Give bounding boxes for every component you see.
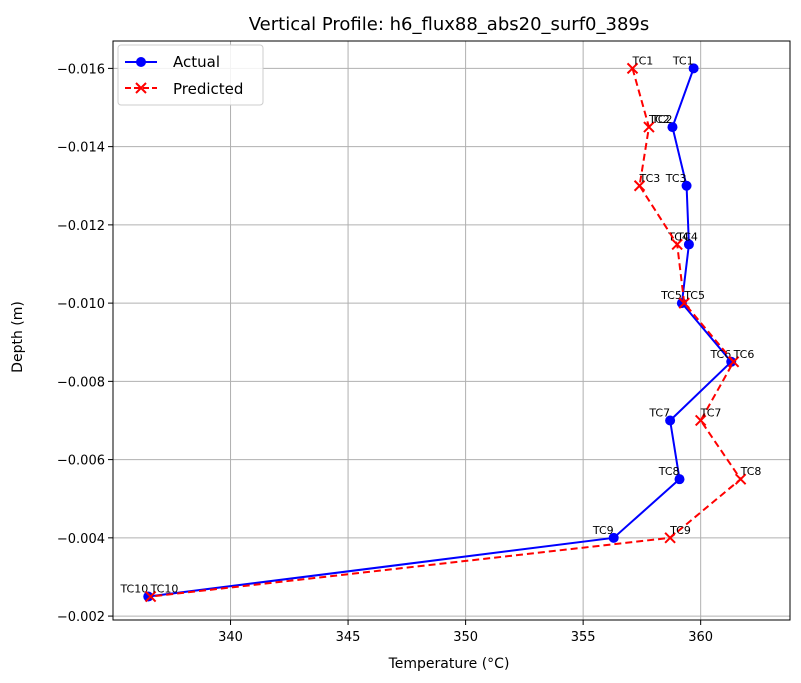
point-label-actual: TC8 [658,465,680,478]
data-point-predicted [694,414,707,427]
legend-actual-label: Actual [173,53,220,71]
legend-predicted-label: Predicted [173,80,243,98]
data-point-predicted [626,62,639,75]
y-tick-label: −0.004 [57,532,105,547]
point-label-actual: TC1 [672,54,694,67]
point-label-predicted: TC4 [676,230,698,243]
y-tick-label: −0.016 [57,62,105,77]
point-label-predicted: TC2 [648,113,670,126]
data-point-actual [688,63,699,74]
data-point-actual [683,239,694,250]
data-point-predicted [727,356,740,368]
y-tick-label: −0.002 [57,610,105,625]
y-tick-label: −0.008 [57,375,105,390]
y-tick-label: −0.006 [57,454,105,469]
x-tick-label: 340 [218,630,243,645]
point-label-actual: TC7 [648,406,670,419]
x-tick-label: 355 [571,630,596,645]
point-label-actual: TC2 [651,113,673,126]
y-tick-label: −0.012 [57,219,105,234]
point-label-predicted: TC9 [669,524,691,537]
x-axis-label: Temperature (°C) [388,656,510,672]
point-label-predicted: TC3 [639,172,661,185]
y-axis-label: Depth (m) [10,301,26,373]
legend: Actual Predicted [117,44,264,106]
point-label-predicted: TC8 [740,465,762,478]
legend-predicted-marker [135,82,147,94]
data-point-actual [667,122,678,133]
legend-box [117,44,264,106]
series-layer: TC1TC2TC3TC4TC5TC6TC7TC8TC9TC10TC1TC2TC3… [119,54,762,603]
ticks: 340 345 350 355 360 −0.016 −0.014 −0.012 −0.010 −… [57,62,713,645]
point-label-predicted: TC1 [632,54,654,67]
x-tick-label: 360 [688,630,713,645]
data-point-predicted [643,121,655,133]
data-point-actual [608,532,619,543]
point-label-actual: TC10 [119,583,148,596]
point-label-predicted: TC10 [150,583,179,596]
data-point-actual [726,356,737,367]
series-line-predicted [150,68,742,598]
point-label-actual: TC6 [709,348,731,361]
point-label-actual: TC3 [665,172,687,185]
point-label-predicted: TC5 [683,289,705,302]
data-point-predicted [734,473,747,485]
point-label-predicted: TC6 [733,348,755,361]
plot-frame [112,40,791,621]
chart-title: Vertical Profile: h6_flux88_abs20_surf0_… [249,14,649,35]
data-point-actual [143,591,154,602]
data-point-predicted [671,238,683,251]
x-tick-label: 350 [453,630,478,645]
series-line-actual [148,68,733,598]
y-tick-label: −0.010 [57,297,105,312]
data-point-actual [674,474,685,485]
data-point-predicted [678,297,690,309]
point-label-actual: TC5 [660,289,682,302]
point-label-predicted: TC7 [700,406,722,419]
data-point-predicted [144,590,157,603]
point-label-actual: TC9 [592,524,614,537]
data-point-predicted [664,532,676,544]
data-point-actual [665,415,676,426]
y-tick-label: −0.014 [57,141,105,156]
x-tick-label: 345 [336,630,361,645]
legend-actual-marker [136,57,146,67]
data-point-actual [681,180,692,191]
data-point-predicted [633,180,646,192]
